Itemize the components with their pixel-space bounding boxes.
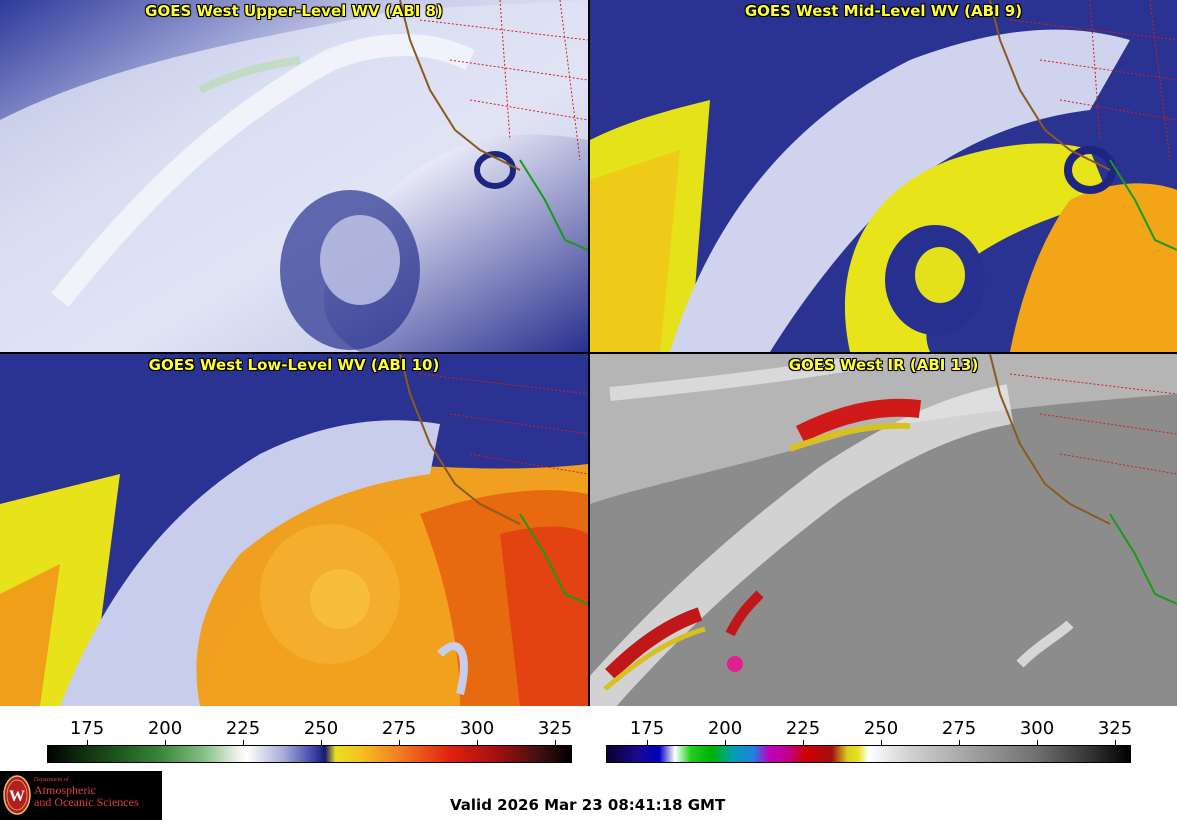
- wv-tick-label: 325: [537, 718, 573, 739]
- wv-colorbar-tick-labels: 175 200 225 250 275 300 325: [0, 718, 588, 740]
- mid-level-wv-panel: GOES West Mid-Level WV (ABI 9): [590, 0, 1177, 352]
- wv-tick-label: 175: [69, 718, 105, 739]
- ir-tick-mark: [803, 740, 804, 745]
- wv-colorbar: 175 200 225 250 275 300 325: [0, 706, 588, 766]
- mid-level-wv-title: GOES West Mid-Level WV (ABI 9): [744, 2, 1023, 20]
- mid-level-wv-image: [590, 0, 1177, 352]
- wv-tick-mark: [321, 740, 322, 745]
- ir-colorbar-tick-labels: 175 200 225 250 275 300 325: [590, 718, 1177, 740]
- aos-logo: W Department of Atmospheric and Oceanic …: [0, 771, 162, 820]
- ir-tick-mark: [1037, 740, 1038, 745]
- logo-line-2: and Oceanic Sciences: [34, 795, 139, 809]
- ir-tick-label: 200: [707, 718, 743, 739]
- wv-tick-mark: [477, 740, 478, 745]
- ir-color-gradient: [606, 745, 1131, 763]
- wv-color-gradient: [47, 745, 572, 763]
- ir-tick-label: 300: [1019, 718, 1055, 739]
- upper-level-wv-image: [0, 0, 588, 352]
- ir-tick-mark: [725, 740, 726, 745]
- upper-level-wv-panel: GOES West Upper-Level WV (ABI 8): [0, 0, 588, 352]
- wv-tick-label: 225: [225, 718, 261, 739]
- valid-time: Valid 2026 Mar 23 08:41:18 GMT: [450, 796, 726, 814]
- ir-tick-label: 275: [941, 718, 977, 739]
- wv-tick-mark: [555, 740, 556, 745]
- wv-tick-mark: [165, 740, 166, 745]
- low-level-wv-image: [0, 354, 588, 706]
- ir-tick-mark: [881, 740, 882, 745]
- logo-line-1: Atmospheric: [34, 783, 96, 797]
- ir-title: GOES West IR (ABI 13): [788, 356, 979, 374]
- wv-tick-label: 275: [381, 718, 417, 739]
- upper-level-wv-title: GOES West Upper-Level WV (ABI 8): [145, 2, 443, 20]
- uw-seal-icon: W: [3, 775, 31, 815]
- ir-tick-label: 175: [629, 718, 665, 739]
- ir-image: [590, 354, 1177, 706]
- wv-tick-mark: [243, 740, 244, 745]
- ir-tick-label: 325: [1097, 718, 1133, 739]
- wv-tick-label: 200: [147, 718, 183, 739]
- logo-dept: Department of: [34, 777, 69, 783]
- ir-panel: GOES West IR (ABI 13): [590, 354, 1177, 706]
- wv-tick-mark: [87, 740, 88, 745]
- panel-divider-horizontal: [0, 352, 1177, 354]
- ir-tick-mark: [959, 740, 960, 745]
- ir-colorbar: 175 200 225 250 275 300 325: [590, 706, 1177, 766]
- low-level-wv-panel: GOES West Low-Level WV (ABI 10): [0, 354, 588, 706]
- svg-text:W: W: [9, 788, 25, 805]
- wv-tick-label: 300: [459, 718, 495, 739]
- wv-tick-mark: [399, 740, 400, 745]
- ir-tick-mark: [647, 740, 648, 745]
- wv-tick-label: 250: [303, 718, 339, 739]
- ir-tick-label: 250: [863, 718, 899, 739]
- low-level-wv-title: GOES West Low-Level WV (ABI 10): [148, 356, 440, 374]
- logo-text: Department of Atmospheric and Oceanic Sc…: [34, 777, 139, 808]
- ir-tick-label: 225: [785, 718, 821, 739]
- ir-tick-mark: [1115, 740, 1116, 745]
